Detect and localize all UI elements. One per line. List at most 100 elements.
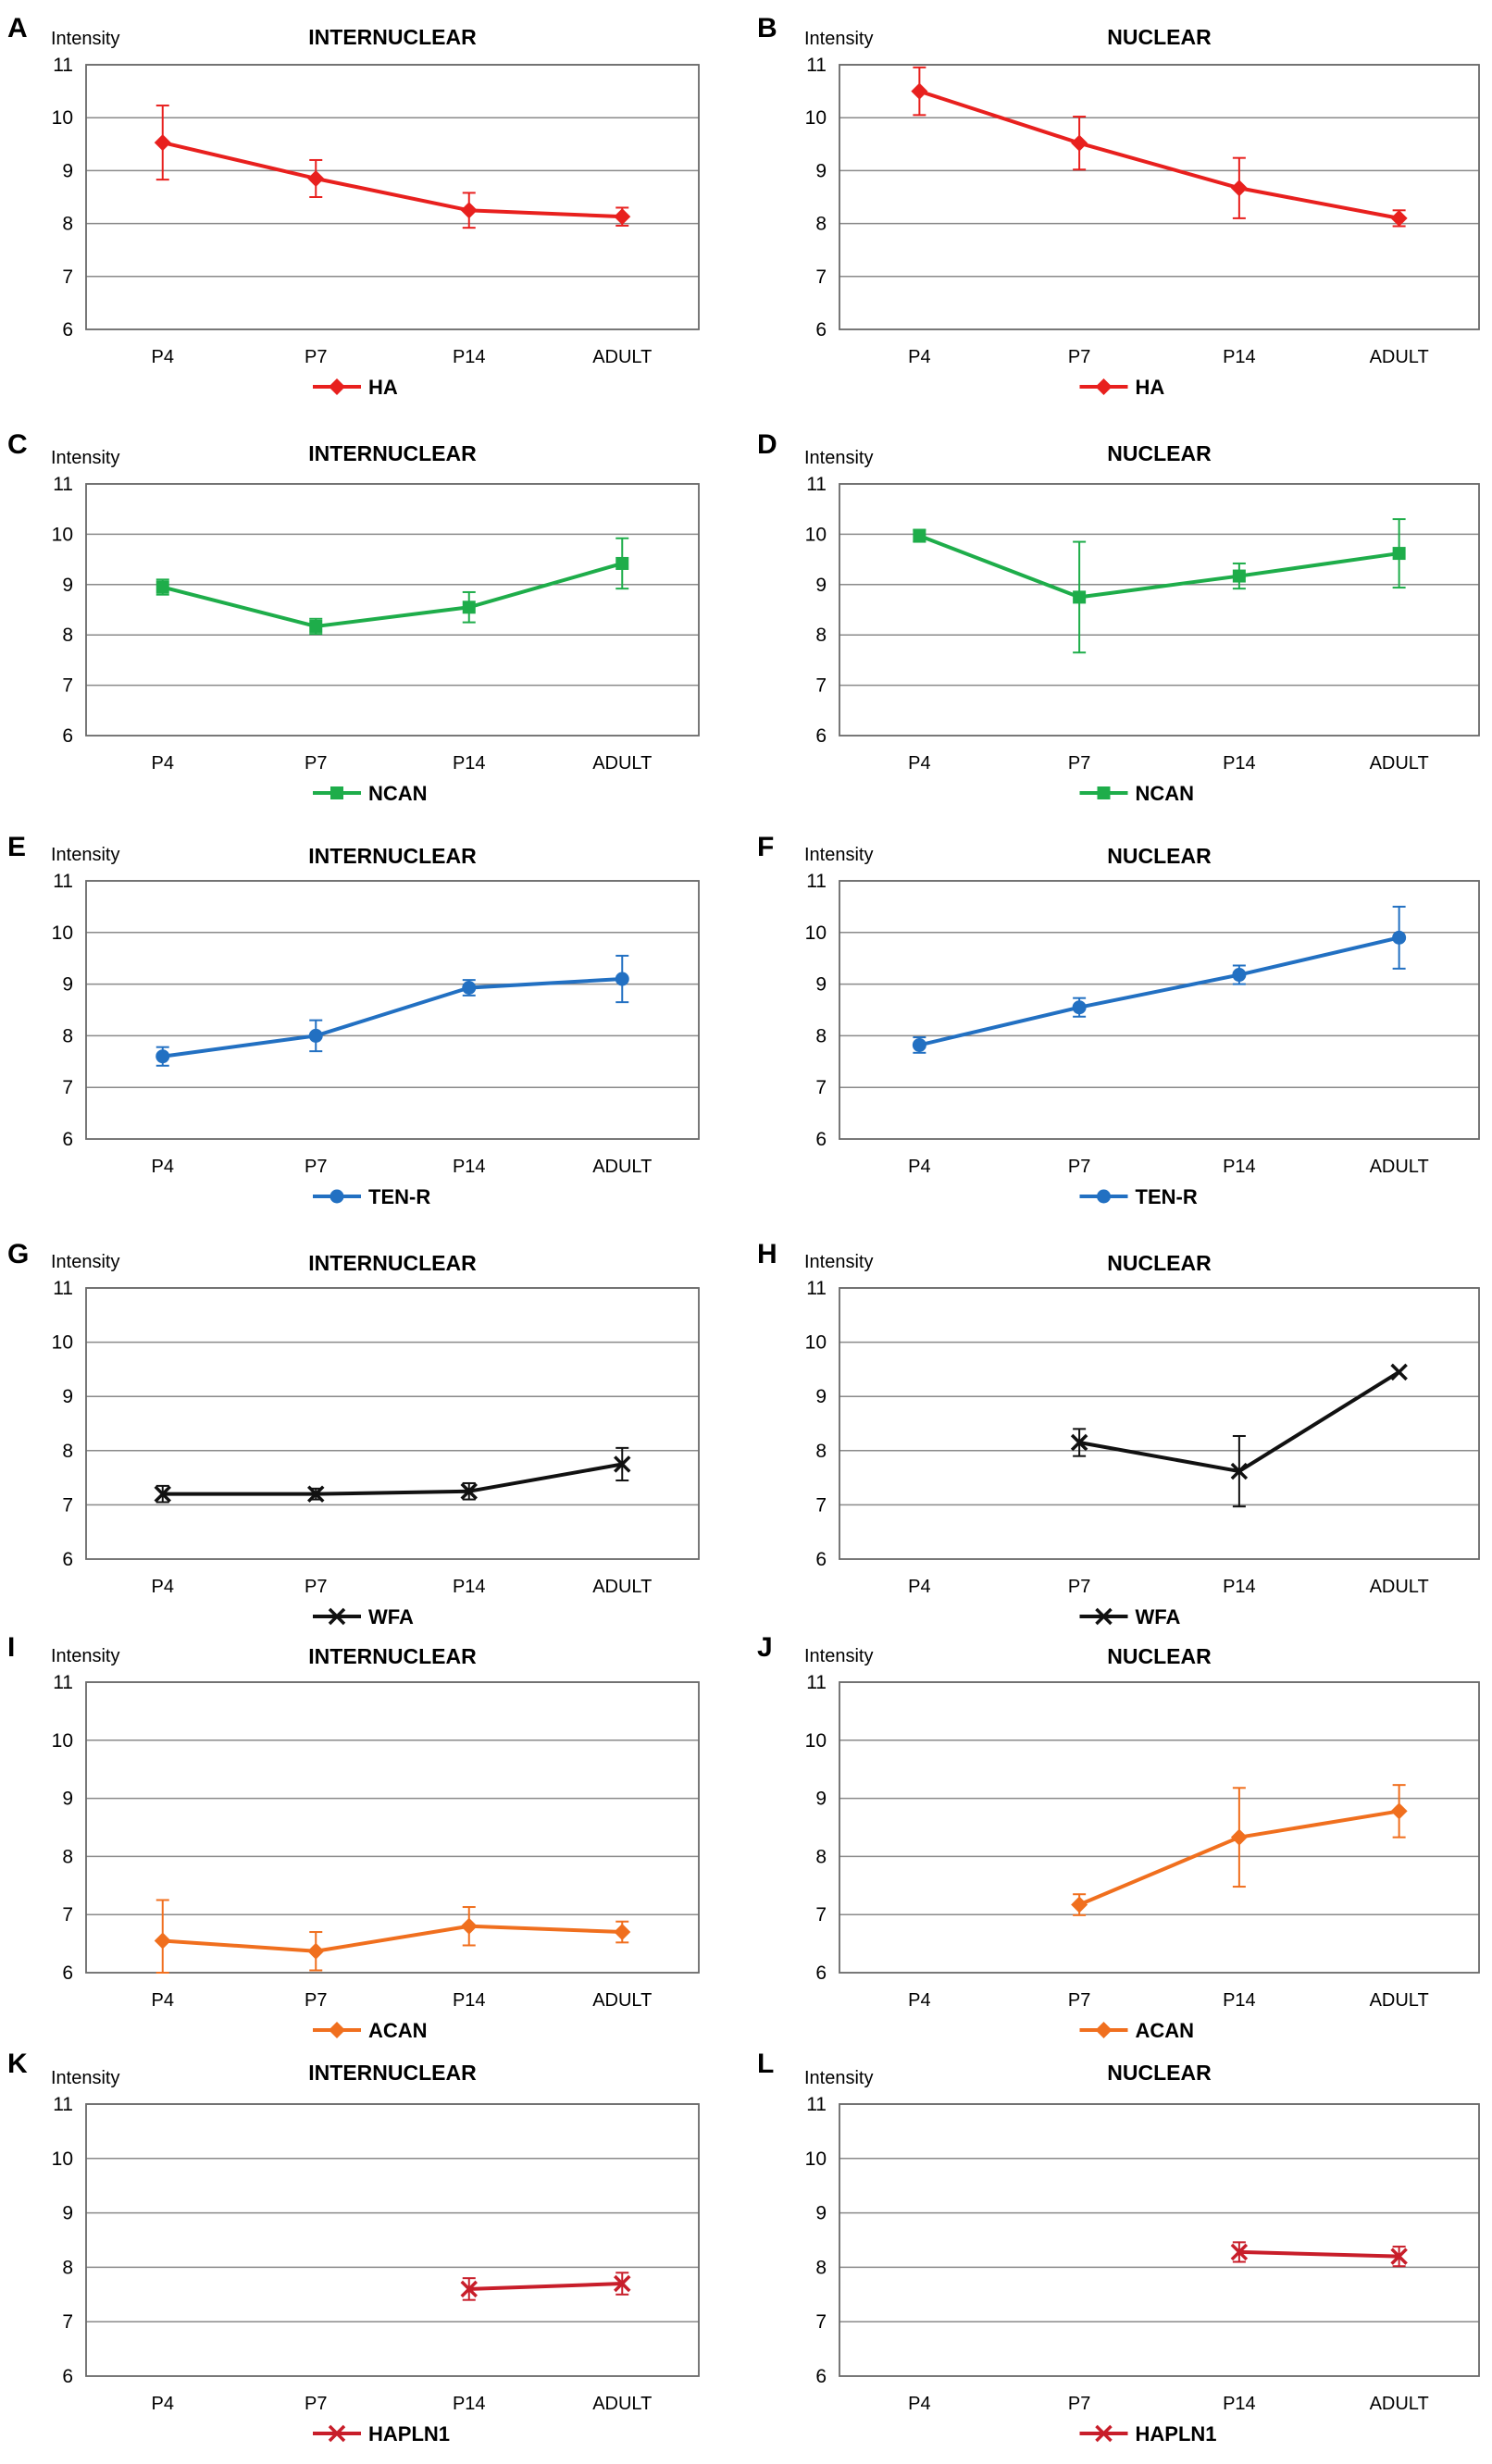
y-axis-label: Intensity (51, 1646, 119, 1666)
y-axis-label: Intensity (804, 845, 873, 865)
data-point (155, 1049, 170, 1064)
data-point (1071, 1896, 1088, 1913)
series-line (162, 141, 623, 219)
y-tick-label: 6 (815, 1549, 827, 1570)
x-tick-label: ADULT (592, 347, 652, 367)
legend-marker (329, 2022, 345, 2038)
chart-title: INTERNUCLEAR (308, 25, 477, 49)
y-tick-label: 9 (815, 160, 827, 181)
legend-label: WFA (1136, 1605, 1181, 1628)
panel-letter: I (7, 1632, 15, 1663)
legend: HAPLN1 (1079, 2422, 1217, 2445)
legend-label: TEN-R (368, 1185, 430, 1208)
legend-marker (329, 1189, 344, 1204)
x-tick-label: ADULT (1370, 347, 1429, 367)
legend: TEN-R (313, 1185, 430, 1208)
y-tick-label: 11 (53, 55, 73, 76)
y-tick-label: 9 (62, 1789, 73, 1810)
y-tick-label: 11 (53, 474, 73, 495)
legend-label: HA (368, 376, 398, 399)
y-axis-label: Intensity (51, 1252, 119, 1272)
chart-title: NUCLEAR (1107, 1644, 1212, 1668)
plot-area (85, 1681, 700, 1974)
x-tick-label: P7 (1068, 1577, 1090, 1597)
y-tick-label: 8 (62, 625, 73, 646)
y-axis-label: Intensity (804, 2068, 873, 2088)
y-tick-label: 8 (815, 214, 827, 235)
y-tick-label: 7 (815, 675, 827, 697)
y-tick-label: 11 (806, 1278, 827, 1299)
legend: ACAN (1079, 2019, 1195, 2042)
y-tick-label: 11 (806, 55, 827, 76)
y-tick-label: 7 (62, 1077, 73, 1098)
data-point (462, 601, 476, 614)
y-tick-label: 11 (53, 2094, 73, 2115)
plot-area (839, 1287, 1480, 1560)
y-tick-label: 11 (53, 1672, 73, 1693)
y-tick-label: 10 (52, 107, 73, 129)
data-point (154, 134, 171, 152)
y-tick-label: 8 (815, 1025, 827, 1046)
y-tick-label: 9 (62, 1386, 73, 1407)
legend-marker (1095, 378, 1113, 395)
data-point (1390, 2247, 1408, 2265)
panel-letter: J (757, 1632, 773, 1663)
data-point (460, 1482, 478, 1500)
x-tick-label: P4 (908, 1577, 930, 1597)
panel-letter: D (757, 429, 777, 460)
y-tick-label: 9 (815, 1789, 827, 1810)
series-line (918, 935, 1400, 1047)
plot-area (839, 2103, 1480, 2377)
x-tick-label: P4 (908, 347, 930, 367)
legend: HA (1079, 376, 1164, 399)
y-tick-label: 8 (815, 625, 827, 646)
x-tick-label: ADULT (1370, 753, 1429, 774)
x-tick-label: P7 (1068, 753, 1090, 774)
y-tick-label: 6 (815, 725, 827, 747)
plot-area (85, 880, 700, 1140)
x-tick-label: P14 (1223, 1157, 1256, 1177)
legend-label: HAPLN1 (368, 2422, 450, 2445)
y-tick-label: 6 (62, 1129, 73, 1150)
x-tick-label: ADULT (592, 1577, 652, 1597)
series-line (162, 977, 623, 1059)
y-tick-label: 8 (62, 1846, 73, 1867)
legend-marker (1097, 1189, 1111, 1204)
y-tick-label: 8 (62, 2257, 73, 2278)
data-point (1390, 209, 1408, 227)
panel-I: I Intensity INTERNUCLEAR 6 7 8 9 10 11 P4 P7 P14 ADU… (7, 1632, 700, 2042)
y-tick-label: 8 (815, 1846, 827, 1867)
y-tick-label: 7 (815, 1904, 827, 1925)
data-point (1230, 180, 1248, 197)
chart-title: NUCLEAR (1107, 1251, 1212, 1275)
data-point (1230, 1828, 1248, 1846)
x-tick-label: P14 (453, 753, 486, 774)
panel-G: G Intensity INTERNUCLEAR 6 7 8 9 10 11 P4 P7 P14 ADU… (7, 1239, 700, 1628)
legend-label: WFA (368, 1605, 414, 1628)
data-point (614, 1455, 631, 1473)
legend-marker (1095, 2424, 1113, 2443)
x-tick-label: P4 (152, 347, 174, 367)
panel-H: H Intensity NUCLEAR 6 7 8 9 10 11 P4 P7 P14 ADULT WFA (757, 1239, 1480, 1628)
plot-area (839, 880, 1480, 1140)
y-tick-label: 7 (815, 2311, 827, 2333)
legend: WFA (1079, 1605, 1181, 1628)
x-tick-label: ADULT (1370, 1990, 1429, 2011)
plot-area (85, 483, 700, 737)
y-tick-label: 10 (805, 922, 827, 944)
x-tick-label: P4 (152, 1157, 174, 1177)
legend-label: ACAN (1136, 2019, 1195, 2042)
x-tick-label: P7 (305, 1157, 327, 1177)
x-tick-label: P14 (453, 347, 486, 367)
x-tick-label: P7 (305, 753, 327, 774)
data-point (1230, 2243, 1249, 2261)
y-tick-label: 7 (62, 675, 73, 697)
x-tick-label: P14 (453, 1577, 486, 1597)
data-point (1071, 134, 1088, 152)
x-tick-label: P7 (305, 2394, 327, 2414)
panel-D: D Intensity NUCLEAR 6 7 8 9 10 11 P4 P7 P14 ADULT NCA… (757, 429, 1480, 805)
y-tick-label: 10 (52, 1332, 73, 1354)
panel-A: A Intensity INTERNUCLEAR 6 7 8 9 10 11 P4 P7 P14 ADU… (7, 13, 700, 399)
data-point (307, 1942, 325, 1960)
chart-title: INTERNUCLEAR (308, 2061, 477, 2085)
